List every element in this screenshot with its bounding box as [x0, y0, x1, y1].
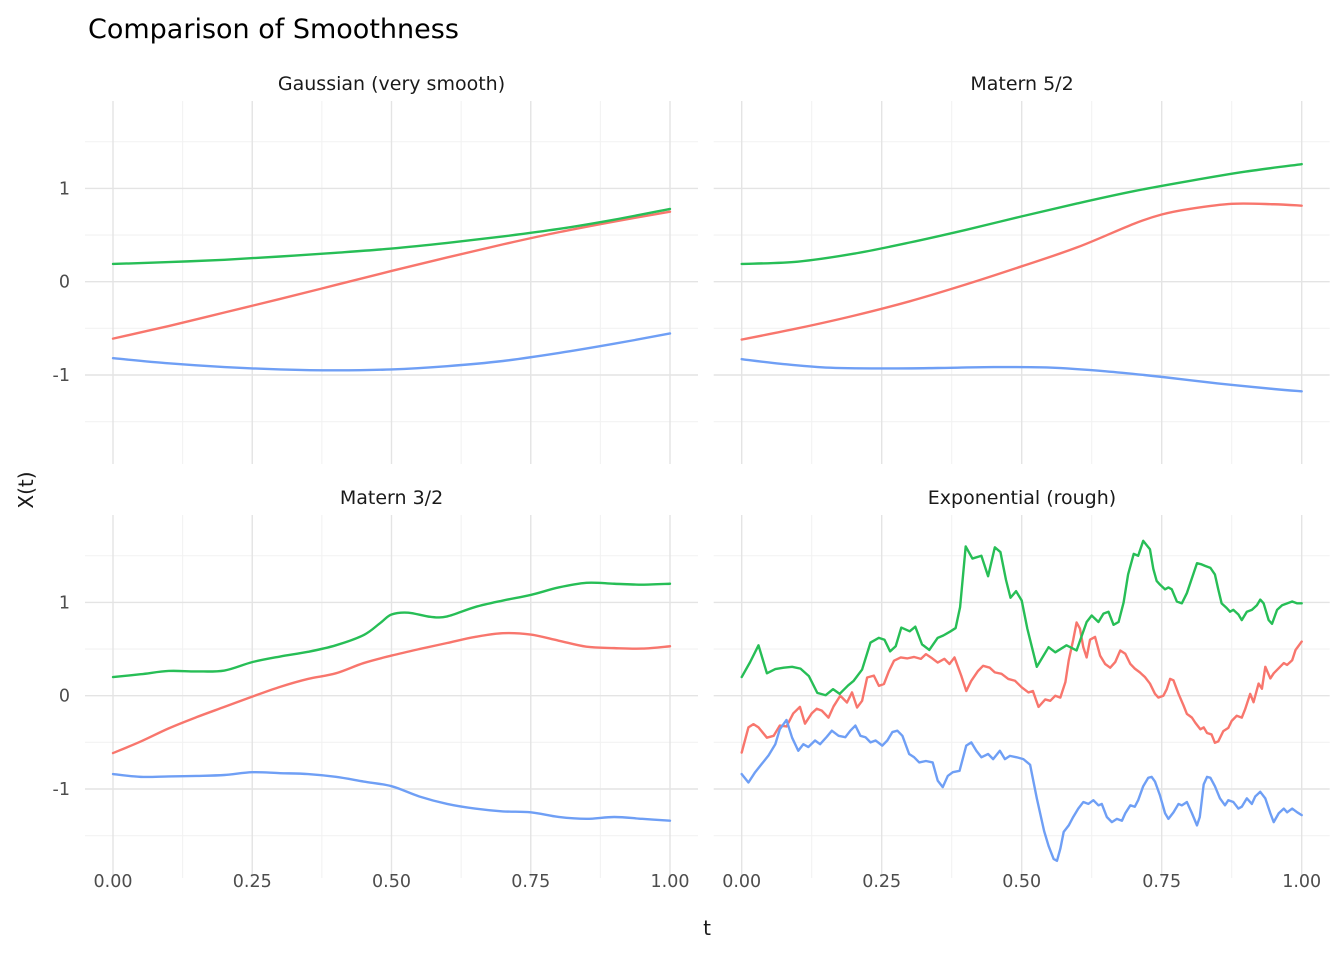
line-sample-3	[111, 332, 672, 372]
x-tick-label: 0.50	[372, 872, 411, 892]
x-tick-label: 0.50	[1002, 872, 1041, 892]
panel-gaussian-very-smooth-	[85, 101, 698, 464]
line-sample-1	[740, 621, 1303, 754]
facet-title-exponential: Exponential (rough)	[927, 487, 1117, 509]
y-tick-label: 0	[59, 273, 70, 293]
y-tick-label: -1	[53, 780, 70, 800]
y-tick-label: 0	[59, 687, 70, 707]
line-sample-2	[111, 207, 672, 266]
facet-title-gaussian: Gaussian (very smooth)	[277, 73, 506, 95]
x-tick-label: 0.25	[862, 872, 901, 892]
facet-title-matern32: Matern 3/2	[339, 487, 444, 509]
y-axis-title: X(t)	[14, 471, 38, 509]
line-sample-1	[740, 202, 1303, 341]
x-tick-label: 0.75	[511, 872, 550, 892]
panel-matern-5-2	[713, 101, 1330, 464]
panel-exponential-rough-	[713, 515, 1330, 878]
line-sample-1	[111, 210, 672, 340]
line-sample-2	[111, 581, 672, 679]
x-tick-label: 0.75	[1142, 872, 1181, 892]
panel-matern-3-2	[85, 515, 698, 878]
y-tick-label: 1	[59, 593, 70, 613]
line-sample-2	[740, 539, 1303, 697]
line-sample-2	[740, 162, 1303, 266]
x-tick-label: 1.00	[651, 872, 690, 892]
x-axis-title: t	[703, 916, 711, 940]
x-tick-label: 0.00	[94, 872, 133, 892]
line-sample-3	[111, 770, 672, 822]
facet-title-matern52: Matern 5/2	[970, 73, 1074, 95]
x-tick-label: 1.00	[1282, 872, 1321, 892]
y-tick-label: 1	[59, 179, 70, 199]
line-sample-3	[740, 357, 1303, 393]
line-sample-1	[111, 631, 672, 755]
line-sample-3	[740, 718, 1303, 863]
y-tick-label: -1	[53, 366, 70, 386]
plot-title: Comparison of Smoothness	[88, 14, 459, 45]
x-tick-label: 0.25	[233, 872, 272, 892]
x-tick-label: 0.00	[722, 872, 761, 892]
